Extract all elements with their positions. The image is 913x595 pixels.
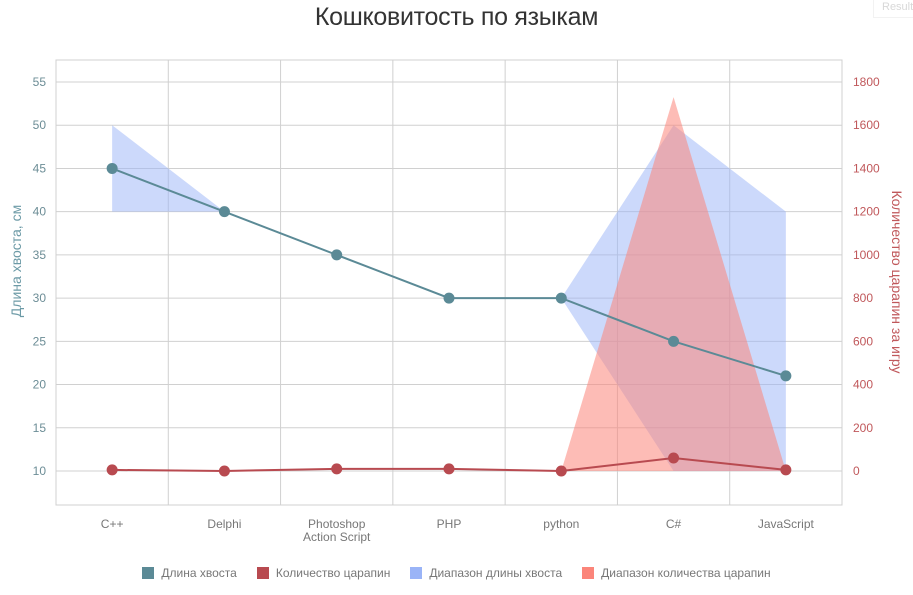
chart-plot: 55 50 45 40 35 30 25 20 15 10 1800 1600 1400 1200 1000…	[8, 59, 905, 544]
series-lines	[106, 162, 792, 477]
legend-label: Длина хвоста	[161, 566, 237, 580]
legend-swatch-icon	[582, 567, 595, 579]
svg-text:PHP: PHP	[437, 517, 462, 531]
svg-text:1400: 1400	[853, 161, 880, 175]
svg-text:Delphi: Delphi	[207, 517, 241, 531]
svg-text:Action Script: Action Script	[303, 530, 371, 544]
svg-text:15: 15	[33, 421, 47, 435]
svg-text:30: 30	[33, 291, 47, 305]
svg-text:0: 0	[853, 464, 860, 478]
svg-text:400: 400	[853, 378, 873, 392]
legend-item-scratch-range[interactable]: Диапазон количества царапин	[582, 566, 771, 580]
legend-label: Диапазон длины хвоста	[429, 566, 563, 580]
result-button[interactable]: Result	[873, 0, 913, 18]
left-axis-title: Длина хвоста, см	[8, 205, 24, 317]
legend: Длина хвоста Количество царапин Диапазон…	[0, 566, 913, 580]
svg-text:35: 35	[33, 248, 47, 262]
legend-swatch-icon	[142, 567, 155, 579]
legend-item-scratches[interactable]: Количество царапин	[256, 566, 391, 580]
svg-text:55: 55	[33, 75, 47, 89]
svg-text:45: 45	[33, 161, 47, 175]
svg-text:1600: 1600	[853, 118, 880, 132]
svg-text:40: 40	[33, 205, 47, 219]
svg-text:200: 200	[853, 421, 873, 435]
svg-text:1200: 1200	[853, 205, 880, 219]
svg-text:600: 600	[853, 334, 873, 348]
chart-title: Кошковитость по языкам	[314, 3, 599, 31]
svg-text:1000: 1000	[853, 248, 880, 262]
range-areas	[112, 97, 786, 471]
legend-swatch-icon	[410, 567, 423, 579]
svg-text:50: 50	[33, 118, 47, 132]
legend-item-tail-range[interactable]: Диапазон длины хвоста	[410, 566, 562, 580]
legend-swatch-icon	[256, 567, 269, 579]
legend-label: Диапазон количества царапин	[601, 566, 771, 580]
svg-text:20: 20	[33, 378, 47, 392]
legend-item-tail-length[interactable]: Длина хвоста	[142, 566, 237, 580]
axis-ticks: 55 50 45 40 35 30 25 20 15 10 1800 1600 1400 1200 1000…	[33, 75, 880, 544]
legend-label: Количество царапин	[275, 566, 391, 580]
svg-text:JavaScript: JavaScript	[758, 517, 815, 531]
svg-text:25: 25	[33, 334, 47, 348]
svg-text:800: 800	[853, 291, 873, 305]
svg-text:C#: C#	[666, 517, 682, 531]
svg-text:Photoshop: Photoshop	[308, 517, 366, 531]
svg-text:python: python	[543, 517, 579, 531]
svg-text:10: 10	[33, 464, 47, 478]
svg-text:C++: C++	[101, 517, 124, 531]
svg-text:1800: 1800	[853, 75, 880, 89]
right-axis-title: Количество царапин за игру	[889, 190, 905, 373]
